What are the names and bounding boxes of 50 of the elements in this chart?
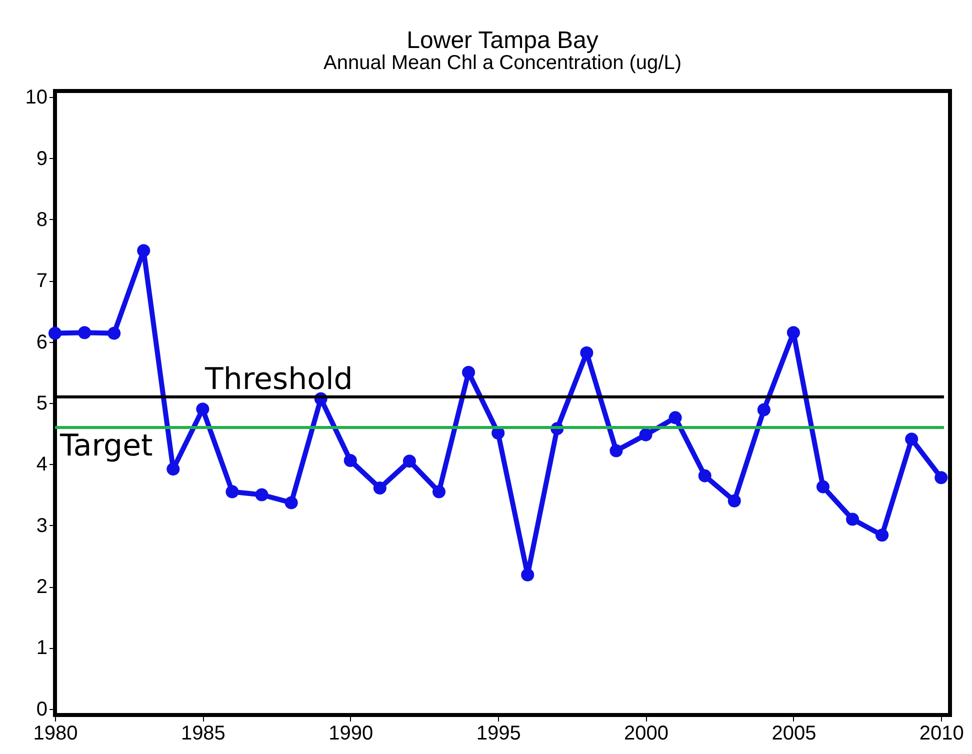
x-tick-label: 1995 bbox=[476, 722, 521, 744]
point bbox=[698, 469, 712, 482]
point bbox=[521, 568, 534, 582]
y-tick-label: 9 bbox=[36, 148, 48, 170]
point bbox=[816, 480, 830, 494]
point bbox=[402, 454, 416, 468]
point bbox=[462, 366, 476, 379]
point bbox=[757, 403, 770, 416]
point bbox=[905, 432, 918, 446]
point bbox=[196, 402, 210, 416]
x-tick-label: 1990 bbox=[328, 722, 374, 744]
point bbox=[344, 454, 357, 468]
ref-line-label: Target bbox=[59, 428, 154, 464]
chart-subtitle: Annual Mean Chl a Concentration (ug/L) bbox=[324, 52, 682, 74]
y-tick-label: 5 bbox=[36, 392, 48, 414]
y-tick-label: 6 bbox=[36, 331, 48, 354]
point bbox=[934, 471, 948, 484]
x-tick-label: 1980 bbox=[33, 722, 78, 744]
point bbox=[786, 326, 800, 340]
point bbox=[846, 512, 860, 526]
point bbox=[226, 485, 239, 498]
y-tick-label: 8 bbox=[36, 208, 48, 231]
x-tick-label: 1985 bbox=[180, 722, 226, 744]
point bbox=[610, 444, 623, 458]
y-tick-label: 7 bbox=[36, 270, 48, 292]
y-tick-label: 3 bbox=[36, 514, 48, 537]
point bbox=[876, 528, 889, 542]
x-tick-label: 2010 bbox=[919, 722, 964, 744]
ref-line-label: Threshold bbox=[204, 362, 353, 397]
point bbox=[284, 496, 298, 510]
point bbox=[668, 411, 682, 424]
point bbox=[166, 462, 180, 476]
point bbox=[432, 485, 446, 498]
y-tick-label: 2 bbox=[36, 576, 48, 598]
x-tick-label: 2005 bbox=[772, 722, 816, 744]
point bbox=[639, 428, 652, 442]
y-tick-label: 1 bbox=[36, 637, 48, 660]
point bbox=[137, 244, 150, 258]
y-tick-label: 0 bbox=[36, 698, 48, 720]
point bbox=[78, 326, 92, 340]
x-tick-label: 2000 bbox=[624, 722, 669, 744]
point bbox=[580, 346, 594, 360]
y-tick-label: 10 bbox=[25, 86, 48, 109]
point bbox=[255, 488, 268, 502]
point bbox=[48, 326, 62, 340]
point bbox=[373, 482, 386, 495]
y-tick-label: 4 bbox=[36, 454, 48, 476]
chart-title: Lower Tampa Bay bbox=[406, 27, 598, 54]
point bbox=[728, 494, 741, 508]
point bbox=[108, 326, 121, 340]
